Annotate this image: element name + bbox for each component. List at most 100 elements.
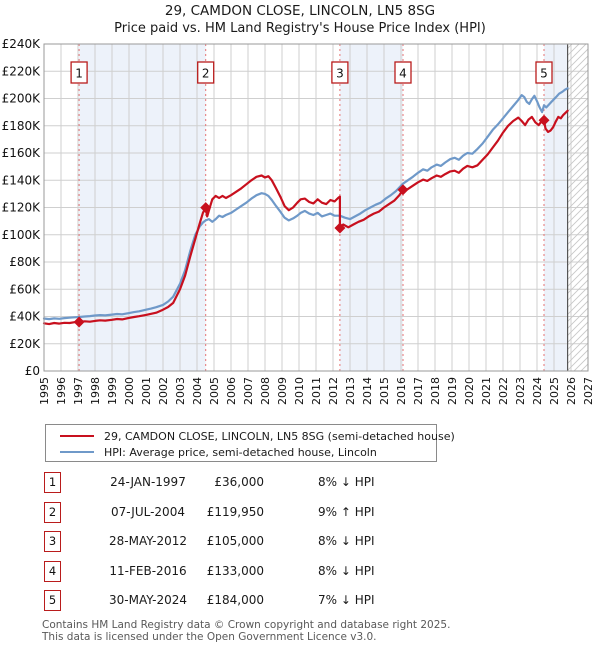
- x-tick-label: 1997: [72, 377, 85, 405]
- x-tick-label: 2005: [208, 377, 221, 405]
- legend-item-hpi: HPI: Average price, semi-detached house,…: [46, 444, 436, 460]
- y-tick-label: £120K: [2, 201, 42, 215]
- sale-row-4: 4 11-FEB-2016 £133,000 8% ↓ HPI: [44, 560, 474, 583]
- sale-marker-box: [70, 61, 88, 84]
- y-tick-label: £240K: [2, 37, 42, 51]
- sale-vs-hpi: 9% ↑ HPI: [318, 504, 375, 519]
- y-tick-label: £140K: [2, 173, 42, 187]
- sale-row-2: 2 07-JUL-2004 £119,950 9% ↑ HPI: [44, 501, 474, 524]
- sale-number-badge: 5: [44, 590, 61, 611]
- sale-vs-hpi: 8% ↓ HPI: [318, 475, 375, 489]
- x-tick-label: 2007: [242, 377, 255, 405]
- y-tick-label: £160K: [2, 146, 42, 160]
- x-tick-label: 2021: [480, 377, 493, 405]
- price-chart: 1 2 3 4 5 £0 £20K £40K £60K £80K £100K £120K £140K £1…: [2, 37, 595, 405]
- sale-date: 07-JUL-2004: [111, 504, 185, 519]
- x-tick-label: 1996: [55, 377, 68, 405]
- y-tick-label: £40K: [9, 310, 41, 324]
- footer-line-1: Contains HM Land Registry data © Crown c…: [42, 619, 451, 631]
- y-tick-label: £0: [25, 364, 40, 378]
- x-tick-label: 2022: [497, 377, 510, 405]
- sale-marker-diamond: [334, 222, 346, 234]
- x-tick-label: 2006: [225, 377, 238, 405]
- sale-date: 11-FEB-2016: [109, 563, 187, 578]
- x-tick-label: 1998: [89, 377, 102, 405]
- y-tick-label: £60K: [9, 282, 41, 296]
- footer-line-2: This data is licensed under the Open Gov…: [42, 631, 377, 644]
- sale-marker-diamond: [73, 316, 85, 328]
- property-line-swatch: [60, 435, 94, 437]
- sale-marker-number: 2: [202, 67, 210, 81]
- sale-date: 24-JAN-1997: [110, 475, 186, 489]
- sale-marker-diamond: [538, 114, 550, 126]
- x-tick-label: 2014: [361, 377, 374, 405]
- sale-marker-box: [331, 61, 349, 84]
- chart-legend: 29, CAMDON CLOSE, LINCOLN, LN5 8SG (semi…: [45, 424, 455, 462]
- sale-marker-diamond: [200, 202, 212, 214]
- legend-label-property: 29, CAMDON CLOSE, LINCOLN, LN5 8SG (semi…: [104, 429, 455, 443]
- sale-number-badge: 4: [44, 560, 61, 582]
- y-tick-label: £220K: [2, 64, 42, 78]
- sale-price: £133,000: [206, 563, 264, 578]
- x-tick-label: 2027: [582, 377, 595, 405]
- sale-vs-hpi: 7% ↓ HPI: [318, 593, 375, 607]
- x-tick-label: 1995: [38, 377, 51, 405]
- x-tick-label: 2003: [174, 377, 187, 405]
- y-tick-label: £100K: [2, 228, 42, 242]
- x-tick-label: 2020: [463, 377, 476, 405]
- sale-price: £184,000: [206, 593, 264, 607]
- x-tick-label: 2000: [123, 377, 136, 405]
- legend-label-hpi: HPI: Average price, semi-detached house,…: [104, 445, 377, 459]
- sale-row-1: 1 24-JAN-1997 £36,000 8% ↓ HPI: [44, 472, 474, 494]
- sale-marker-box: [394, 61, 412, 84]
- y-tick-label: £180K: [2, 119, 42, 133]
- legend-item-property: 29, CAMDON CLOSE, LINCOLN, LN5 8SG (semi…: [46, 428, 455, 444]
- sale-marker-diamond: [397, 184, 409, 196]
- x-tick-label: 2023: [514, 377, 527, 405]
- sale-marker-box: [535, 61, 553, 84]
- sale-vs-hpi: 8% ↓ HPI: [318, 563, 375, 578]
- x-tick-label: 2026: [565, 377, 578, 405]
- x-tick-label: 2012: [327, 377, 340, 405]
- sale-date: 30-MAY-2024: [108, 593, 187, 607]
- x-tick-label: 2004: [191, 377, 204, 405]
- page-title: 29, CAMDON CLOSE, LINCOLN, LN5 8SG: [164, 3, 436, 19]
- x-tick-label: 2024: [531, 377, 544, 405]
- sale-vs-hpi: 8% ↓ HPI: [318, 534, 375, 548]
- sale-row-3: 3 28-MAY-2012 £105,000 8% ↓ HPI: [44, 531, 474, 553]
- x-tick-label: 2025: [548, 377, 561, 405]
- y-tick-label: £80K: [9, 255, 41, 269]
- x-tick-label: 2002: [157, 377, 170, 405]
- hpi-line: [42, 87, 569, 321]
- sale-marker-number: 4: [399, 67, 407, 81]
- sale-marker-number: 1: [75, 67, 83, 81]
- x-tick-label: 2008: [259, 377, 272, 405]
- footer-attribution: Contains HM Land Registry data © Crown c…: [42, 619, 450, 644]
- sale-date: 28-MAY-2012: [108, 534, 187, 548]
- x-tick-label: 2019: [446, 377, 459, 405]
- future-hatch-area: [567, 44, 588, 371]
- sale-row-5: 5 30-MAY-2024 £184,000 7% ↓ HPI: [44, 590, 474, 612]
- sale-number-badge: 3: [44, 531, 61, 552]
- sale-price: £105,000: [206, 534, 264, 548]
- page-subtitle: Price paid vs. HM Land Registry's House …: [114, 21, 486, 36]
- sale-price: £119,950: [206, 504, 264, 519]
- sale-marker-box: [197, 61, 215, 84]
- x-tick-label: 1999: [106, 377, 119, 405]
- sale-marker-number: 3: [336, 67, 344, 81]
- x-tick-label: 2015: [378, 377, 391, 405]
- hpi-line-swatch: [60, 451, 94, 453]
- property-line: [42, 109, 569, 326]
- y-tick-label: £20K: [9, 337, 41, 351]
- x-tick-label: 2018: [429, 377, 442, 405]
- y-tick-label: £200K: [2, 92, 42, 106]
- sale-number-badge: 1: [44, 472, 61, 493]
- x-tick-label: 2011: [310, 377, 323, 405]
- sale-price: £36,000: [214, 475, 264, 489]
- sale-marker-number: 5: [540, 67, 548, 81]
- x-tick-label: 2013: [344, 377, 357, 405]
- x-tick-label: 2016: [395, 377, 408, 405]
- plot-border: [43, 43, 589, 372]
- x-tick-label: 2009: [276, 377, 289, 405]
